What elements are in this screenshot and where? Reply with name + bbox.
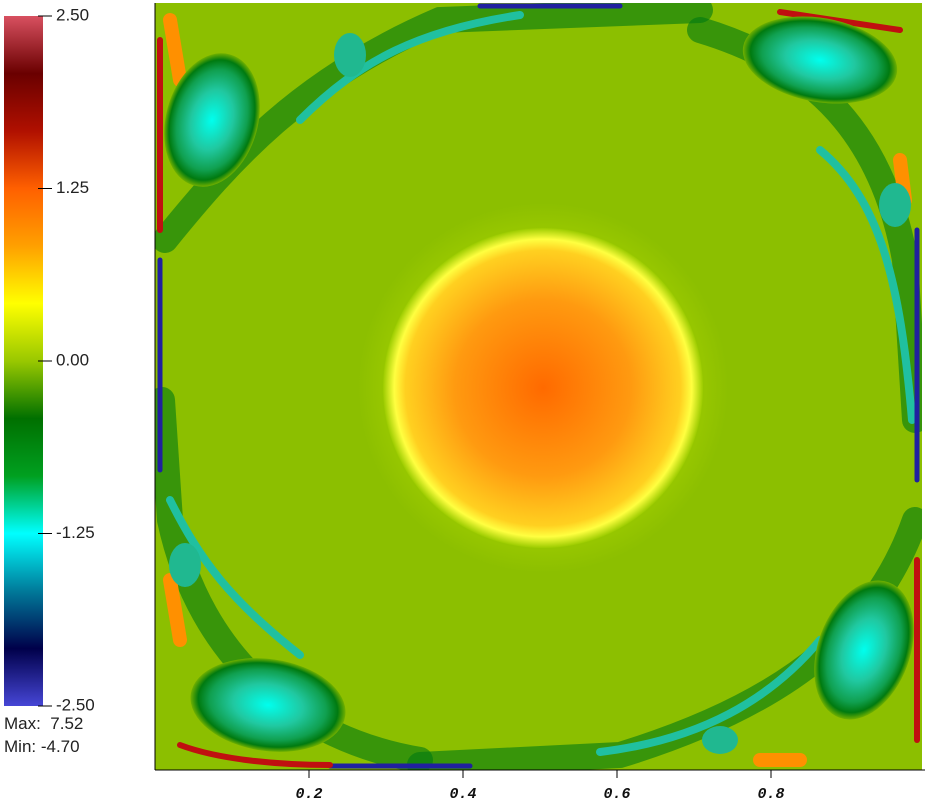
colorbar-tick-label: 0.00 xyxy=(56,350,89,369)
colorbar-tick-label: 1.25 xyxy=(56,178,89,197)
field xyxy=(155,3,922,770)
min-label: Min: -4.70 xyxy=(4,737,80,756)
x-tick-label: 0.2 xyxy=(295,786,322,803)
colorbar-tick-label: 2.50 xyxy=(56,5,89,24)
colorbar-tick-label: -2.50 xyxy=(56,695,95,714)
max-label: Max: 7.52 xyxy=(4,714,83,733)
colorbar-tick-label: -1.25 xyxy=(56,523,95,542)
colorbar xyxy=(4,16,43,706)
x-tick-label: 0.8 xyxy=(757,786,784,803)
x-tick-label: 0.4 xyxy=(449,786,476,803)
x-tick-label: 0.6 xyxy=(603,786,630,803)
